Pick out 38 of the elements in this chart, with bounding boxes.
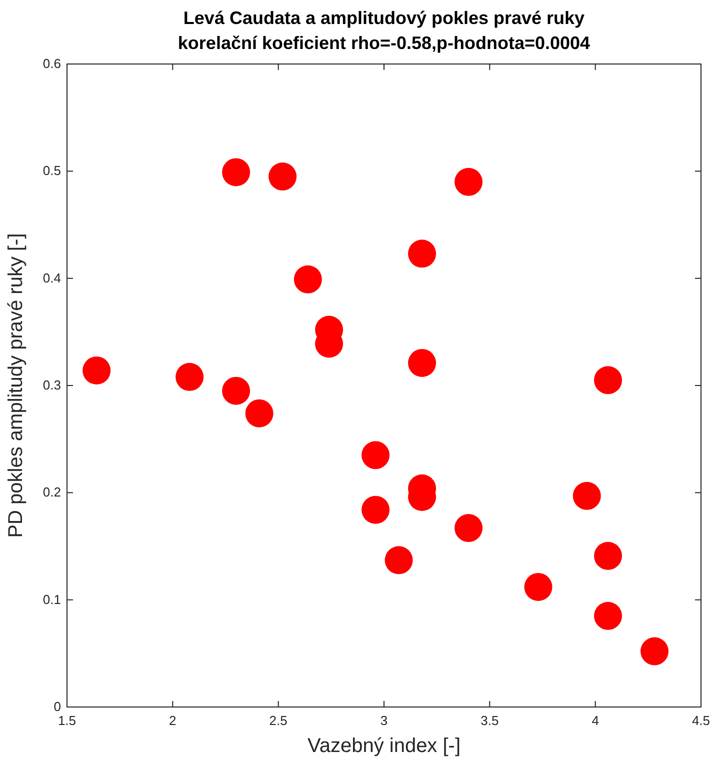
point <box>594 542 622 570</box>
point <box>245 399 274 428</box>
point <box>82 356 111 384</box>
x-tick-label: 3 <box>380 713 388 728</box>
y-tick-label: 0.1 <box>42 592 61 607</box>
point <box>176 362 204 391</box>
point <box>572 482 601 510</box>
chart-subtitle: korelační koeficient rho=-0.58,p-hodnota=0.0004 <box>178 33 590 53</box>
x-tick-label: 2 <box>169 713 176 728</box>
point <box>268 162 297 190</box>
point <box>408 349 436 377</box>
point <box>454 168 483 196</box>
y-tick-label: 0.3 <box>42 378 61 392</box>
y-tick-label: 0.6 <box>42 56 61 71</box>
x-tick-label: 4.5 <box>692 713 710 728</box>
y-tick-label: 0.2 <box>42 484 61 500</box>
point <box>524 573 552 601</box>
x-tick-label: 3.5 <box>480 713 499 728</box>
x-tick-label: 4 <box>592 713 599 728</box>
point <box>594 602 622 630</box>
point <box>362 441 390 470</box>
point <box>222 376 250 405</box>
y-tick-label: 0 <box>54 699 61 714</box>
point <box>222 158 250 186</box>
x-axis-title: Vazebný index [-] <box>307 735 461 757</box>
y-tick-label: 0.4 <box>42 270 61 286</box>
point <box>594 366 622 394</box>
point <box>294 265 322 294</box>
point <box>408 240 436 268</box>
point <box>384 546 413 574</box>
point <box>454 514 483 542</box>
y-tick-label: 0.5 <box>42 163 61 178</box>
x-tick-label: 2.5 <box>269 713 288 728</box>
point <box>362 496 390 524</box>
point <box>640 637 669 666</box>
x-tick-label: 1.5 <box>58 713 76 728</box>
chart-title: Levá Caudata a amplitudový pokles pravé ruky <box>183 8 585 28</box>
y-axis-title: PD pokles amplitudy pravé ruky [-] <box>5 233 27 538</box>
